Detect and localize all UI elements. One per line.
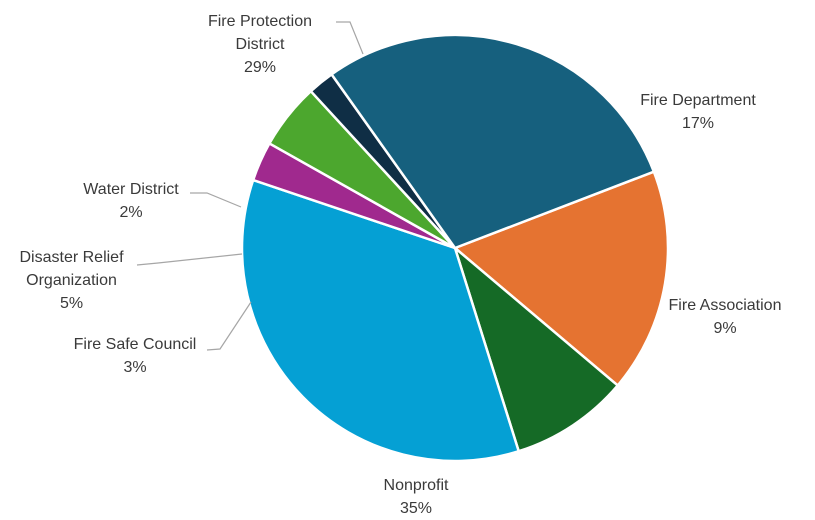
label-fire-protection-district: Fire Protection District 29% <box>180 10 340 79</box>
slice-name: Nonprofit <box>383 477 449 494</box>
slice-name: Fire Safe Council <box>73 336 197 353</box>
pie-slice-fire-association <box>453 246 619 453</box>
label-fire-safe-council: Fire Safe Council 3% <box>60 333 210 379</box>
slice-name: Fire Association <box>668 297 782 314</box>
leader-lines <box>136 21 364 351</box>
slice-name-line-2: Organization <box>26 272 117 289</box>
slice-name: Fire Department <box>640 92 756 109</box>
leader-line-water-district <box>190 192 242 208</box>
slice-percent: 17% <box>681 115 715 132</box>
pie-slice-fire-protection-district <box>330 33 656 250</box>
pie-slices <box>240 33 670 463</box>
slice-name-line-2: District <box>235 36 285 53</box>
slice-percent: 2% <box>119 204 143 221</box>
label-fire-association: Fire Association 9% <box>645 294 805 340</box>
slice-percent: 29% <box>243 59 277 76</box>
slice-name-line-1: Fire Protection <box>207 13 313 30</box>
label-water-district: Water District 2% <box>56 178 206 224</box>
leader-line-fire-protection-district <box>336 21 364 55</box>
leader-line-disaster-relief-organization <box>136 253 243 266</box>
label-fire-department: Fire Department 17% <box>598 89 798 135</box>
slice-name-line-1: Disaster Relief <box>19 249 124 266</box>
label-disaster-relief-organization: Disaster Relief Organization 5% <box>0 246 143 315</box>
pie-slice-fire-department <box>453 170 670 387</box>
leader-line-fire-safe-council <box>206 301 252 351</box>
label-nonprofit: Nonprofit 35% <box>336 474 496 520</box>
slice-percent: 35% <box>399 500 433 517</box>
slice-percent: 5% <box>59 295 84 312</box>
slice-percent: 3% <box>123 359 147 376</box>
pie-slice-nonprofit <box>240 178 520 463</box>
slice-name: Water District <box>83 181 179 198</box>
slice-percent: 9% <box>713 320 737 337</box>
